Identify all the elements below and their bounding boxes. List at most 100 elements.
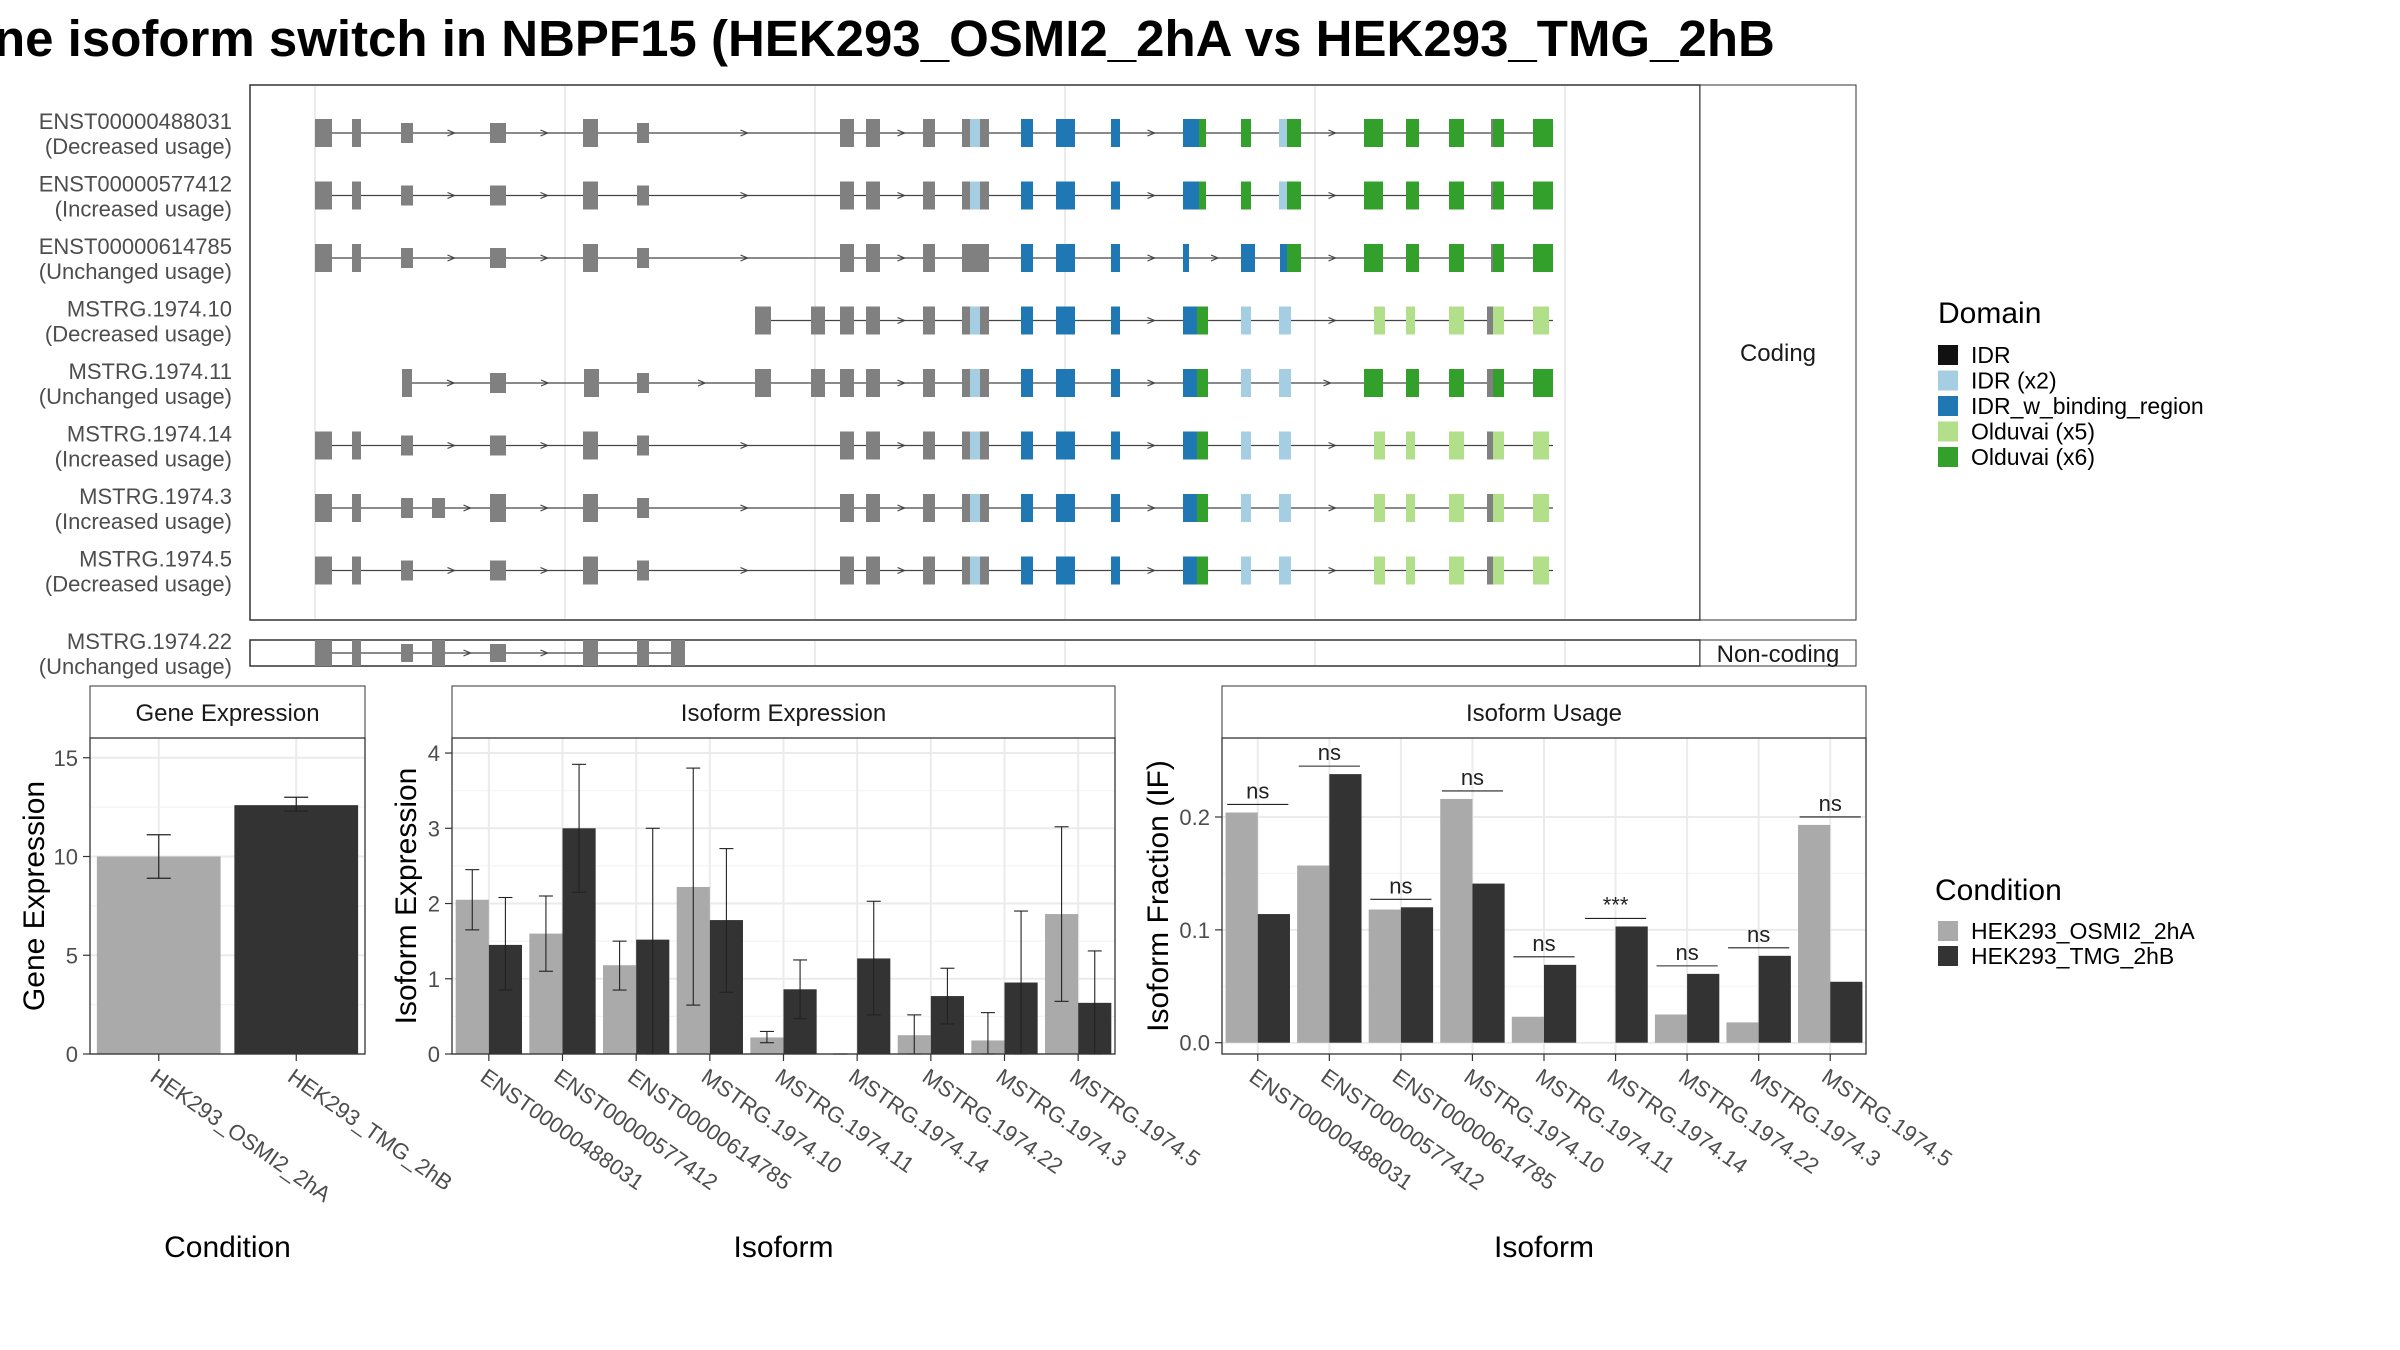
exon — [1183, 181, 1199, 210]
exon — [490, 123, 506, 143]
exon — [352, 181, 361, 210]
exon — [1374, 431, 1385, 460]
exon — [1183, 306, 1197, 335]
exon — [315, 556, 332, 585]
exon — [1241, 556, 1251, 585]
y-tick-label: 15 — [54, 746, 78, 771]
x-tick-label: MSTRG.1974.5 — [1065, 1064, 1205, 1172]
significance-label: ns — [1747, 922, 1770, 947]
exon — [1056, 369, 1075, 397]
exon — [866, 181, 880, 210]
exon — [315, 494, 332, 522]
transcript-usage-label: (Increased usage) — [55, 509, 232, 534]
exon — [1449, 181, 1464, 210]
exon — [637, 498, 649, 518]
exon — [583, 119, 598, 147]
exon — [980, 369, 989, 397]
exon — [980, 181, 989, 210]
transcript-row: MSTRG.1974.11(Unchanged usage) — [39, 359, 1553, 409]
exon — [1493, 494, 1504, 522]
exon — [1241, 494, 1251, 522]
exon — [962, 431, 970, 460]
transcript-rows: ENST00000488031(Decreased usage)ENST0000… — [39, 109, 1553, 679]
transcript-usage-label: (Unchanged usage) — [39, 259, 232, 284]
exon — [1021, 556, 1033, 585]
exon — [1279, 494, 1291, 522]
exon — [1056, 119, 1075, 147]
x-axis-title: Condition — [164, 1231, 291, 1264]
exon — [923, 369, 935, 397]
direction-arrow — [446, 379, 456, 387]
exon — [840, 494, 854, 522]
exon — [1056, 181, 1075, 210]
exon — [1279, 556, 1291, 585]
exon — [637, 560, 649, 581]
exon — [1406, 494, 1415, 522]
domain-legend-label: IDR_w_binding_region — [1971, 393, 2204, 419]
direction-arrow — [447, 129, 457, 137]
domain-legend-label: IDR — [1971, 342, 2011, 368]
exon — [315, 119, 332, 147]
y-tick-label: 0 — [428, 1042, 440, 1067]
exon — [1280, 244, 1288, 272]
exon — [352, 494, 361, 522]
exon — [980, 119, 989, 147]
exon — [1183, 494, 1197, 522]
direction-arrow — [1147, 441, 1157, 450]
direction-arrow — [447, 191, 457, 200]
direction-arrow — [540, 129, 550, 137]
exon — [1493, 556, 1504, 585]
exon — [1406, 306, 1415, 335]
exon — [923, 244, 935, 272]
direction-arrow — [1328, 441, 1338, 450]
exon — [490, 644, 506, 662]
direction-arrow — [740, 191, 750, 200]
y-tick-label: 5 — [66, 943, 78, 968]
exon — [1197, 369, 1208, 397]
transcript-usage-label: (Increased usage) — [55, 447, 232, 472]
exon — [1197, 494, 1208, 522]
direction-arrow — [1147, 504, 1157, 512]
direction-arrow — [897, 566, 907, 575]
direction-arrow — [740, 254, 750, 262]
exon — [583, 181, 598, 210]
y-axis-title: Isoform Expression — [390, 768, 423, 1025]
direction-arrow — [1147, 191, 1157, 200]
bar-panel: Gene Expression051015HEK293_OSMI2_2hAHEK… — [18, 685, 457, 1264]
panel-title: Gene Expression — [135, 700, 319, 727]
direction-arrow — [740, 441, 750, 450]
exon — [866, 244, 880, 272]
transcript-id-label: ENST00000488031 — [39, 109, 232, 134]
exon — [1287, 244, 1301, 272]
exon — [315, 181, 332, 210]
y-tick-label: 10 — [54, 845, 78, 870]
direction-arrow — [1147, 566, 1157, 575]
structure-gridlines — [314, 86, 1566, 665]
exon — [1449, 494, 1464, 522]
bar — [1368, 909, 1401, 1043]
bar — [1830, 981, 1863, 1043]
exon — [962, 119, 970, 147]
direction-arrow — [540, 191, 550, 200]
exon — [401, 644, 413, 662]
direction-arrow — [897, 441, 907, 450]
exon — [671, 640, 685, 666]
exon — [583, 640, 598, 666]
transcript-usage-label: (Increased usage) — [55, 197, 232, 222]
bar — [1687, 973, 1720, 1043]
y-tick-label: 3 — [428, 816, 440, 841]
noncoding-strip — [1699, 639, 1857, 667]
exon — [1406, 119, 1419, 147]
exon — [1279, 431, 1291, 460]
exon — [1533, 306, 1549, 335]
exon — [401, 248, 413, 268]
exon — [1241, 119, 1251, 147]
exon — [1487, 556, 1497, 585]
exon — [811, 306, 825, 335]
y-tick-label: 0.0 — [1179, 1031, 1210, 1056]
exon — [866, 119, 880, 147]
exon — [811, 369, 825, 397]
exon — [962, 494, 970, 522]
